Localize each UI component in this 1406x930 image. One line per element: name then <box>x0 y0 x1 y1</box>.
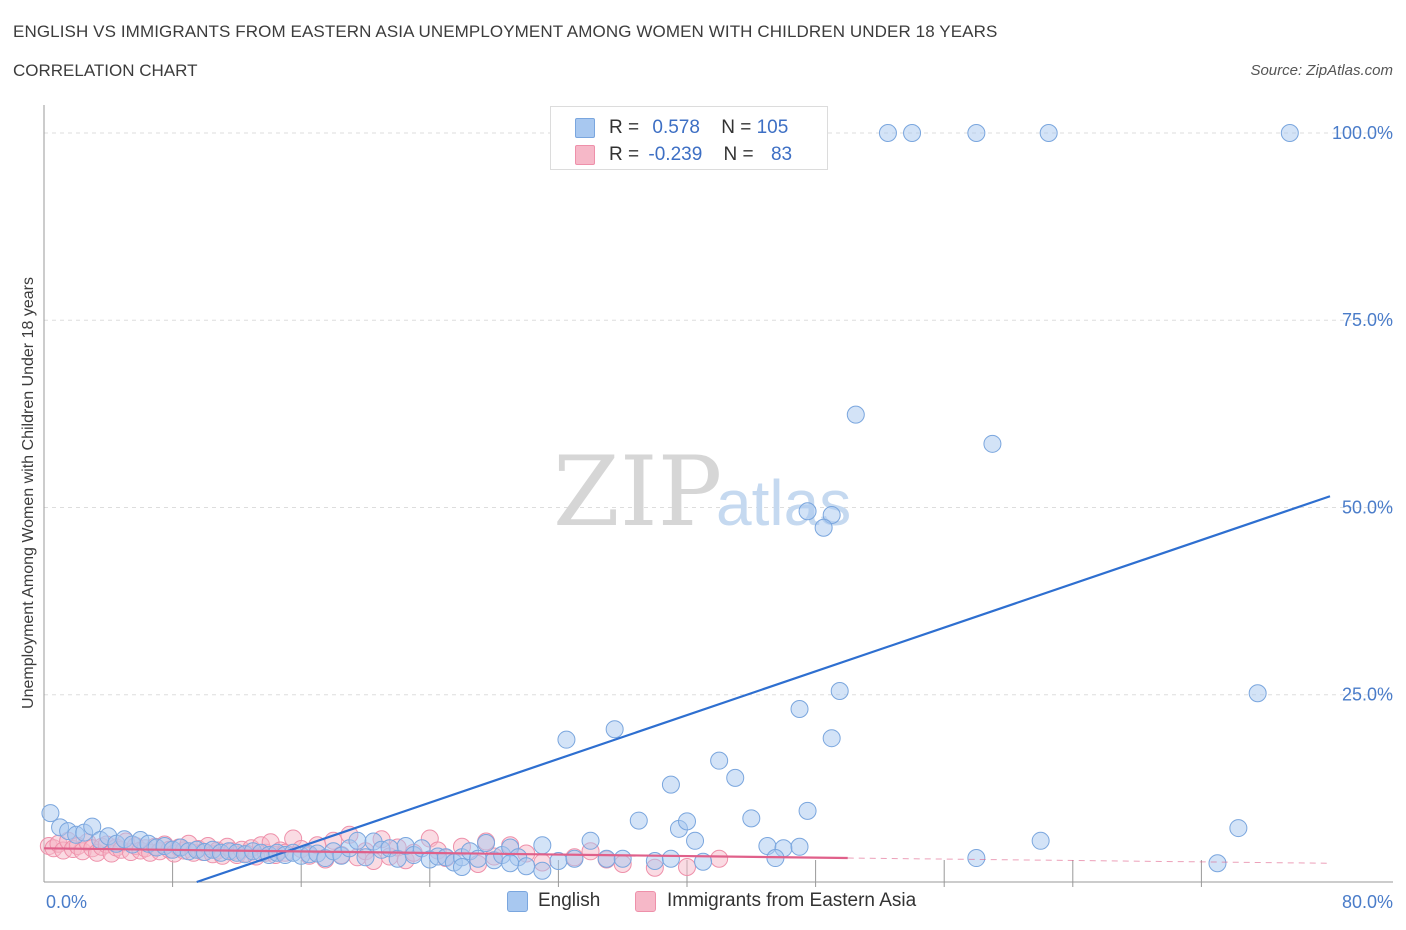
watermark-zip: ZIP <box>553 436 722 548</box>
legend-english-text: R = 0.578 N = 105 <box>609 117 788 139</box>
x-tick-label: 80.0% <box>1342 892 1393 912</box>
english-point <box>983 434 1002 453</box>
english-point <box>822 505 841 524</box>
english-point <box>501 854 520 873</box>
trend-lines <box>43 495 1331 884</box>
english-point <box>533 836 552 855</box>
legend-immigrants-text: R = -0.239 N = 83 <box>609 144 792 166</box>
english-point <box>1248 684 1267 703</box>
grid-lines <box>44 132 1393 696</box>
english-trend-line <box>196 495 1331 884</box>
legend-immigrants-n-label: N = <box>723 144 754 165</box>
legend-english-n-label: N = <box>721 117 752 138</box>
legend-english-r-label: R = <box>609 117 640 138</box>
bottom-legend-english-label: English <box>538 890 601 911</box>
english-point <box>565 849 584 868</box>
english-point <box>452 858 471 877</box>
bottom-legend-immigrants-label: Immigrants from Eastern Asia <box>667 890 917 911</box>
english-point <box>903 123 922 142</box>
english-point <box>814 518 833 537</box>
english-point <box>726 768 745 787</box>
immigrants-point <box>710 849 729 868</box>
english-point <box>1031 831 1050 850</box>
english-point <box>878 123 897 142</box>
english-point <box>1280 123 1299 142</box>
english-point <box>678 812 696 831</box>
english-point <box>605 720 624 739</box>
immigrants-swatch <box>575 145 595 165</box>
english-point <box>967 123 986 142</box>
english-points <box>41 123 1299 880</box>
legend-english-r-value: 0.578 <box>652 117 700 138</box>
english-point <box>967 849 986 868</box>
english-point <box>798 801 817 820</box>
bottom-legend-english: English <box>507 890 600 912</box>
english-point <box>41 804 60 823</box>
english-point <box>1039 123 1058 142</box>
bottom-legend-english-swatch <box>507 891 528 912</box>
english-swatch <box>575 118 595 138</box>
english-point <box>629 811 648 830</box>
english-point <box>1208 854 1227 873</box>
english-point <box>557 730 576 749</box>
english-point <box>83 817 102 836</box>
english-point <box>694 852 713 871</box>
chart-title: ENGLISH VS IMMIGRANTS FROM EASTERN ASIA … <box>13 22 998 41</box>
tick-labels: 25.0% 50.0% 75.0% 100.0% 0.0% 80.0% <box>46 123 1393 912</box>
immigrants-point <box>678 858 696 877</box>
english-point <box>348 831 367 850</box>
bottom-legend-immigrants: Immigrants from Eastern Asia <box>635 890 916 912</box>
y-tick-label: 75.0% <box>1342 310 1393 330</box>
english-point <box>790 837 809 856</box>
english-point <box>533 861 552 880</box>
source-credit: Source: ZipAtlas.com <box>1250 62 1393 79</box>
english-point <box>742 809 761 828</box>
english-point <box>1229 819 1248 838</box>
x-tick-label: 0.0% <box>46 892 87 912</box>
y-tick-label: 25.0% <box>1342 685 1393 705</box>
english-point <box>613 849 632 868</box>
legend-immigrants-r-label: R = <box>609 144 640 165</box>
chart-subtitle: CORRELATION CHART <box>13 61 198 80</box>
immigrants-trend-line <box>43 847 848 860</box>
legend-immigrants-r-value: -0.239 <box>648 144 703 165</box>
english-point <box>686 831 705 850</box>
immigrants-trend-line-dashed <box>847 857 1331 864</box>
english-point <box>798 502 817 521</box>
axes <box>43 105 1393 887</box>
legend-immigrants-n-value: 83 <box>770 144 793 165</box>
y-tick-label: 50.0% <box>1342 497 1393 517</box>
english-point <box>661 849 680 868</box>
legend-english-n-value: 105 <box>756 117 789 138</box>
english-point <box>790 699 809 718</box>
english-point <box>822 729 841 748</box>
english-point <box>661 775 680 794</box>
english-point <box>517 857 536 876</box>
english-point <box>477 834 496 853</box>
english-point <box>581 831 600 850</box>
english-point <box>846 405 865 424</box>
correlation-legend: R = 0.578 N = 105 R = -0.239 N = 83 <box>550 106 828 170</box>
english-point <box>710 751 729 770</box>
english-point <box>830 682 849 700</box>
y-tick-label: 100.0% <box>1332 123 1393 143</box>
y-axis-label: Unemployment Among Women with Children U… <box>20 277 37 709</box>
bottom-legend-immigrants-swatch <box>635 891 656 912</box>
english-point <box>597 849 616 868</box>
